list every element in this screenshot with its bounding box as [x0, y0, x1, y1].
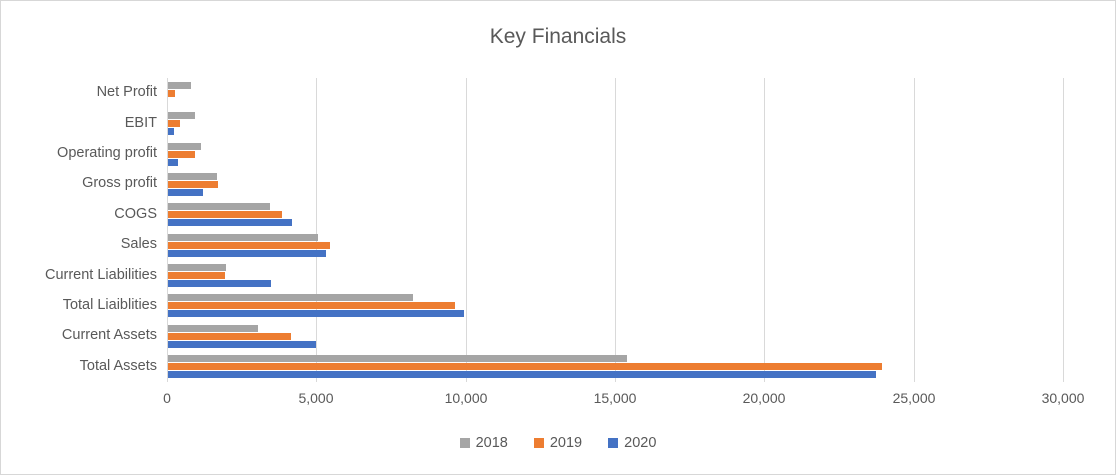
bar-2018-net-profit	[168, 82, 191, 89]
gridline-0	[167, 78, 168, 382]
y-category-label-current-assets: Current Assets	[61, 327, 157, 343]
bar-2020-sales	[168, 250, 326, 257]
bar-2019-total-liaiblities	[168, 302, 455, 309]
bar-2018-ebit	[168, 112, 195, 119]
x-tick-label-25000: 25,000	[892, 390, 936, 406]
gridline-25000	[914, 78, 915, 382]
bar-2019-ebit	[168, 120, 180, 127]
bar-2019-gross-profit	[168, 181, 218, 188]
bar-2020-gross-profit	[168, 189, 203, 196]
bar-2020-ebit	[168, 128, 174, 135]
bar-2018-sales	[168, 234, 318, 241]
bar-2019-sales	[168, 242, 330, 249]
y-category-label-current-liabilities: Current Liabilities	[44, 267, 157, 283]
legend-item-2020: 2020	[608, 435, 656, 451]
legend-swatch-2019	[533, 438, 544, 448]
bar-2018-current-assets	[168, 325, 258, 332]
y-category-label-cogs: COGS	[114, 206, 157, 222]
bar-2019-cogs	[168, 211, 282, 218]
legend: 2018 2019 2020	[1, 435, 1115, 451]
legend-label-2019: 2019	[549, 435, 583, 451]
x-tick-label-20000: 20,000	[742, 390, 786, 406]
bar-2019-operating-profit	[168, 151, 195, 158]
bar-2020-current-liabilities	[168, 280, 271, 287]
gridline-20000	[764, 78, 765, 382]
legend-label-2018: 2018	[475, 435, 508, 451]
legend-swatch-2020	[608, 438, 619, 448]
bar-2020-total-assets	[168, 371, 876, 378]
legend-item-2019: 2019	[533, 435, 583, 451]
bar-2018-total-liaiblities	[168, 294, 413, 301]
legend-item-2018: 2018	[459, 435, 508, 451]
legend-swatch-2018	[459, 438, 470, 448]
bar-2019-net-profit	[168, 90, 175, 97]
bar-2019-total-assets	[168, 363, 882, 370]
bar-2020-operating-profit	[168, 159, 178, 166]
x-tick-label-5000: 5,000	[298, 390, 334, 406]
gridline-30000	[1063, 78, 1064, 382]
y-category-label-total-liaiblities: Total Liaiblities	[62, 297, 157, 313]
bar-2019-current-assets	[168, 333, 291, 340]
bar-2018-current-liabilities	[168, 264, 226, 271]
y-category-label-total-assets: Total Assets	[79, 358, 157, 374]
x-tick-label-0: 0	[163, 390, 171, 406]
bar-2018-total-assets	[168, 355, 627, 362]
x-tick-label-30000: 30,000	[1041, 390, 1085, 406]
bar-2018-gross-profit	[168, 173, 217, 180]
y-category-label-ebit: EBIT	[124, 115, 157, 131]
bar-2018-operating-profit	[168, 143, 201, 150]
bar-2019-current-liabilities	[168, 272, 225, 279]
legend-label-2020: 2020	[624, 435, 657, 451]
y-category-label-net-profit: Net Profit	[96, 84, 157, 100]
gridline-15000	[615, 78, 616, 382]
bar-2020-cogs	[168, 219, 292, 226]
chart-title: Key Financials	[489, 25, 627, 48]
gridline-5000	[316, 78, 317, 382]
bar-2020-total-liaiblities	[168, 310, 464, 317]
x-tick-label-15000: 15,000	[593, 390, 637, 406]
gridline-10000	[466, 78, 467, 382]
bar-2020-current-assets	[168, 341, 316, 348]
y-category-label-gross-profit: Gross profit	[82, 175, 157, 191]
y-category-label-sales: Sales	[120, 236, 157, 252]
y-category-label-operating-profit: Operating profit	[57, 145, 157, 161]
bar-2018-cogs	[168, 203, 270, 210]
x-tick-label-10000: 10,000	[444, 390, 488, 406]
